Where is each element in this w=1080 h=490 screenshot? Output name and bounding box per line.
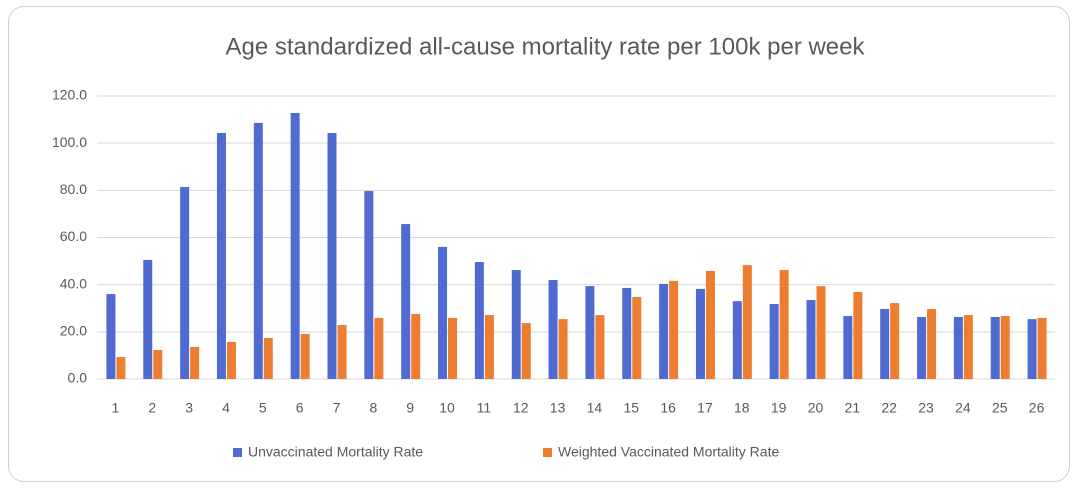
chart-card xyxy=(8,6,1070,482)
y-tick-label: 80.0 xyxy=(60,181,87,197)
x-tick-label: 19 xyxy=(771,400,787,416)
x-tick-label: 15 xyxy=(623,400,639,416)
bar xyxy=(927,308,937,379)
bar xyxy=(880,308,890,379)
bar xyxy=(484,315,494,379)
bar xyxy=(226,341,236,379)
x-tick-label: 20 xyxy=(808,400,824,416)
bar xyxy=(705,270,715,379)
bar xyxy=(116,357,126,379)
legend-swatch xyxy=(233,448,242,457)
x-tick-label: 25 xyxy=(992,400,1008,416)
y-tick-label: 60.0 xyxy=(60,228,87,244)
bar xyxy=(853,291,863,379)
bar xyxy=(816,286,826,379)
x-tick-label: 2 xyxy=(148,400,156,416)
bar xyxy=(953,316,963,379)
legend-swatch xyxy=(543,448,552,457)
bar xyxy=(327,133,337,379)
bar xyxy=(153,349,163,379)
bar xyxy=(474,262,484,379)
x-tick-label: 11 xyxy=(477,400,492,416)
bar xyxy=(1037,317,1047,379)
bar xyxy=(990,316,1000,379)
y-tick-label: 120.0 xyxy=(52,87,87,103)
bar xyxy=(806,299,816,379)
bar xyxy=(411,313,421,379)
bar xyxy=(401,224,411,379)
bar xyxy=(216,133,226,379)
bar xyxy=(732,301,742,379)
bar xyxy=(143,259,153,379)
chart-title: Age standardized all-cause mortality rat… xyxy=(226,33,866,60)
x-tick-label: 17 xyxy=(697,400,713,416)
x-tick-label: 21 xyxy=(845,400,861,416)
bar xyxy=(106,294,116,379)
bar xyxy=(374,317,384,379)
x-tick-label: 13 xyxy=(550,400,566,416)
y-tick-label: 0.0 xyxy=(68,370,88,386)
x-tick-label: 18 xyxy=(734,400,750,416)
x-tick-label: 6 xyxy=(296,400,304,416)
bar xyxy=(448,317,458,379)
bar xyxy=(511,270,521,379)
legend-label: Weighted Vaccinated Mortality Rate xyxy=(558,444,779,460)
x-tick-label: 10 xyxy=(439,400,455,416)
x-tick-label: 26 xyxy=(1029,400,1045,416)
bar xyxy=(300,333,310,379)
bar xyxy=(180,187,190,379)
bar xyxy=(669,280,679,379)
bar xyxy=(521,323,531,379)
bar xyxy=(1000,316,1010,379)
bar xyxy=(190,346,200,379)
bar xyxy=(290,112,300,379)
x-tick-label: 5 xyxy=(259,400,267,416)
x-tick-label: 14 xyxy=(587,400,603,416)
x-tick-label: 23 xyxy=(918,400,934,416)
bar xyxy=(769,304,779,379)
bar xyxy=(622,287,632,379)
bar xyxy=(659,283,669,379)
bar xyxy=(917,316,927,379)
y-tick-label: 20.0 xyxy=(60,323,87,339)
x-tick-label: 22 xyxy=(881,400,897,416)
bar xyxy=(632,296,642,379)
x-tick-label: 9 xyxy=(406,400,414,416)
bar xyxy=(963,315,973,379)
x-tick-label: 1 xyxy=(112,400,120,416)
bar xyxy=(843,316,853,379)
x-tick-label: 4 xyxy=(222,400,230,416)
x-tick-label: 3 xyxy=(185,400,193,416)
bar xyxy=(779,270,789,379)
x-tick-label: 24 xyxy=(955,400,971,416)
bar xyxy=(438,246,448,379)
x-tick-label: 8 xyxy=(369,400,377,416)
bar xyxy=(742,265,752,379)
y-tick-label: 40.0 xyxy=(60,275,87,291)
bar xyxy=(1027,319,1037,379)
bar xyxy=(253,122,263,379)
bar xyxy=(695,288,705,379)
bar xyxy=(337,324,347,379)
bar xyxy=(364,191,374,379)
bar xyxy=(263,337,273,379)
y-tick-label: 100.0 xyxy=(52,134,87,150)
x-tick-label: 16 xyxy=(660,400,676,416)
legend-label: Unvaccinated Mortality Rate xyxy=(248,444,423,460)
bar xyxy=(595,315,605,379)
x-tick-label: 7 xyxy=(333,400,341,416)
x-tick-label: 12 xyxy=(513,400,529,416)
bar xyxy=(548,279,558,379)
bar xyxy=(558,319,568,379)
bar xyxy=(585,286,595,379)
bar xyxy=(890,303,900,379)
